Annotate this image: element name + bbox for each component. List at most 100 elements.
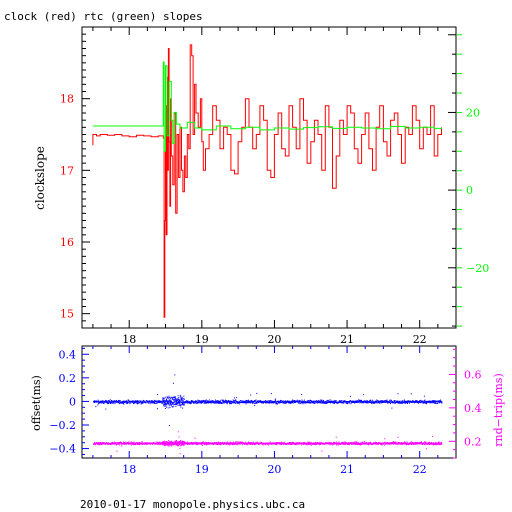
rndtrip-point	[192, 442, 194, 444]
offset-point	[227, 401, 228, 403]
rndtrip-point	[242, 444, 243, 446]
offset-point	[122, 400, 124, 402]
rndtrip-point	[207, 443, 209, 445]
rndtrip-point	[101, 442, 103, 444]
offset-point	[318, 401, 320, 403]
offset-point	[267, 400, 269, 402]
offset-point	[214, 400, 216, 402]
offset-point	[169, 407, 171, 409]
rndtrip-point	[439, 442, 441, 444]
rndtrip-point	[318, 443, 320, 444]
rndtrip-point	[406, 443, 408, 445]
rndtrip-point	[160, 442, 162, 444]
offset-point	[166, 401, 168, 403]
offset-point	[171, 401, 173, 403]
offset-point	[313, 402, 315, 404]
offset-point	[373, 402, 375, 404]
rndtrip-point	[204, 442, 206, 444]
offset-point	[172, 403, 174, 405]
rndtrip-point	[227, 442, 229, 444]
rndtrip-point	[117, 443, 119, 445]
rndtrip-point	[116, 443, 118, 445]
rndtrip-point	[145, 443, 147, 445]
offset-point	[136, 401, 138, 403]
rndtrip-point	[340, 443, 342, 445]
offset-point	[206, 401, 207, 403]
offset-point	[265, 402, 267, 404]
rndtrip-point	[230, 442, 232, 443]
y-tick-label: 17	[60, 164, 74, 177]
offset-point	[233, 401, 235, 403]
offset-point	[219, 402, 221, 403]
offset-point	[181, 397, 183, 398]
rndtrip-point	[130, 441, 132, 443]
offset-point	[385, 401, 386, 403]
rndtrip-point	[352, 442, 354, 443]
rndtrip-point	[297, 442, 299, 444]
rndtrip-point	[302, 442, 304, 444]
rndtrip-point	[341, 442, 342, 444]
rndtrip-point	[424, 441, 426, 443]
rndtrip-point	[179, 440, 181, 442]
offset-panel-frame	[81, 345, 457, 459]
rndtrip-point	[168, 444, 170, 446]
offset-point	[376, 399, 378, 401]
offset-point	[303, 399, 305, 401]
offset-point	[168, 397, 170, 399]
rndtrip-point	[430, 442, 432, 443]
rndtrip-point	[295, 443, 297, 445]
offset-point	[405, 401, 407, 403]
offset-point	[217, 400, 219, 402]
rndtrip-point	[165, 444, 167, 446]
offset-point	[302, 401, 304, 403]
offset-point	[254, 400, 256, 402]
offset-point	[100, 402, 102, 404]
offset-point	[131, 400, 133, 402]
offset-point	[298, 402, 300, 404]
rndtrip-point	[132, 444, 134, 446]
offset-point	[293, 401, 295, 403]
offset-point	[122, 402, 124, 404]
rndtrip-point	[435, 443, 437, 445]
rndtrip-point	[313, 442, 314, 444]
rndtrip-point	[275, 442, 277, 444]
offset-point	[132, 401, 134, 403]
offset-point	[262, 402, 264, 404]
rndtrip-point	[181, 444, 183, 446]
rndtrip-point	[234, 442, 236, 444]
rndtrip-point	[98, 443, 100, 445]
offset-point	[185, 402, 187, 404]
offset-point	[304, 400, 306, 402]
offset-point	[95, 406, 97, 408]
rndtrip-point	[181, 441, 183, 443]
rndtrip-point	[321, 442, 323, 444]
rndtrip-point	[360, 441, 362, 443]
offset-point	[206, 400, 208, 402]
rndtrip-point	[420, 442, 422, 444]
rndtrip-point	[356, 443, 357, 445]
x-tick-label: 20	[267, 463, 281, 476]
rndtrip-point	[186, 442, 188, 444]
offset-point	[247, 401, 249, 403]
x-tick-label: 19	[195, 463, 209, 476]
offset-point	[371, 403, 373, 405]
offset-point	[274, 401, 276, 402]
offset-point	[303, 403, 305, 405]
offset-point	[438, 402, 440, 404]
offset-point	[270, 393, 272, 395]
rndtrip-point	[338, 443, 340, 445]
offset-point	[269, 401, 271, 403]
offset-point	[154, 399, 156, 401]
offset-point	[369, 399, 371, 401]
offset-point	[114, 403, 116, 404]
slope-series-group	[92, 44, 442, 318]
rndtrip-point	[241, 441, 243, 443]
offset-point	[398, 401, 400, 403]
rndtrip-point	[309, 442, 311, 444]
offset-point	[179, 401, 181, 403]
rndtrip-point	[202, 442, 204, 444]
rndtrip-point	[177, 442, 179, 444]
rndtrip-point	[337, 443, 339, 445]
rndtrip-point	[203, 442, 205, 444]
rndtrip-point	[326, 442, 328, 443]
